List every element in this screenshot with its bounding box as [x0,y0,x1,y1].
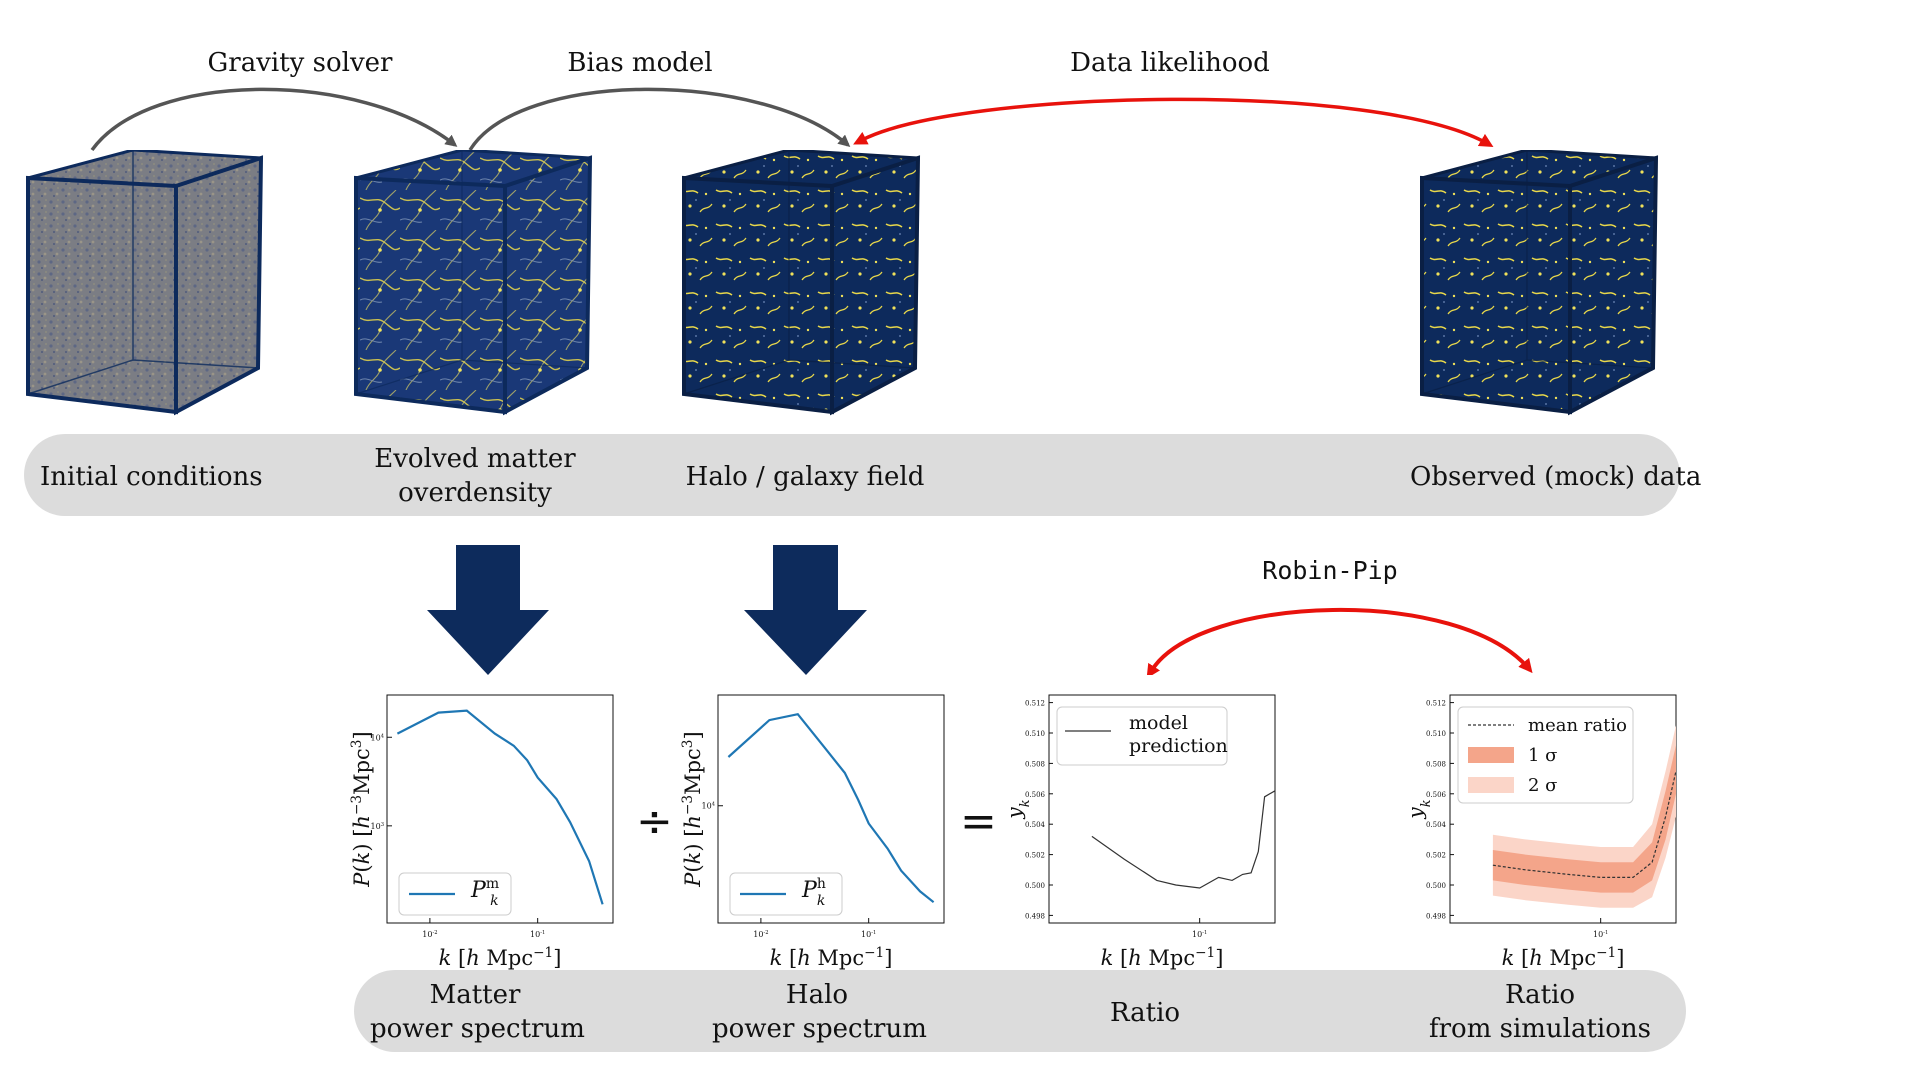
xtick-label-0-1: 10-1 [530,930,545,939]
xlabel-3: k [h Mpc−1] [1502,945,1625,970]
ytick-label-3-2: 0.508 [1426,760,1446,768]
ytick-label-3-1: 0.510 [1426,730,1446,738]
xlabel-0: k [h Mpc−1] [439,945,562,970]
field-observed-line1: Observed (mock) data [1410,462,1702,492]
field-label-initial: Initial conditions [40,460,263,494]
legend-1sigma-swatch [1468,747,1514,763]
field-label-evolved: Evolved matter overdensity [360,442,590,510]
robin-pip-label: Robin-Pip [1262,556,1398,585]
legend-label-1: Ph k [801,876,826,909]
cube-halo-field [682,150,921,416]
summary-halo-line2: power spectrum [712,1014,927,1044]
legend-label-2b: prediction [1129,735,1228,757]
field-halo-line1: Halo / galaxy field [685,462,925,492]
series-line-0 [396,709,604,905]
ytick-label-2-6: 0.500 [1025,882,1045,890]
legend-label-mean: mean ratio [1528,715,1627,736]
ytick-label-3-3: 0.506 [1426,791,1447,799]
bias-model-label: Bias model [567,48,713,78]
summaries-pill [354,970,1686,1052]
summary-ratio-sims-line2: from simulations [1428,1014,1651,1044]
field-label-observed: Observed (mock) data [1410,460,1702,494]
legend-box-2 [1056,706,1228,766]
fields-pill [24,434,1680,516]
legend-label-2a: model [1129,712,1188,734]
top-arrows [90,87,1494,152]
summary-ratio-sims: Ratio from simulations [1420,978,1660,1046]
ytick-label-0-0: 104 [371,733,385,742]
summary-matter-line2: power spectrum [370,1014,585,1044]
ytick-label-2-3: 0.506 [1025,791,1046,799]
xtick-label-1-0: 10-2 [753,930,768,939]
gravity-solver-arrow [90,87,458,152]
bias-model-arrow [468,87,851,151]
ytick-label-0-1: 103 [371,822,385,831]
down-arrows [427,545,1533,675]
gravity-solver-label: Gravity solver [207,48,393,78]
legend-2sigma-swatch [1468,777,1514,793]
ylabel-0: P(k) [h−3Mpc3] [349,731,374,887]
summary-matter: Matter power spectrum [370,978,585,1046]
cubes [26,150,1659,416]
legend-label-1sigma: 1 σ [1528,745,1557,766]
ytick-label-2-4: 0.504 [1025,821,1046,829]
summary-halo-line1: Halo [785,980,849,1010]
summary-ratio-sims-line1: Ratio [1504,980,1576,1010]
summary-ratio: Ratio [1045,996,1245,1030]
field-evolved-line2: overdensity [398,478,552,508]
legend-label-0: Pm k [470,876,499,909]
cube-observed-data [1420,150,1659,416]
ytick-label-2-1: 0.510 [1025,730,1045,738]
field-initial-line1: Initial conditions [40,462,263,492]
down-arrow-halo [744,545,867,675]
series-line-1 [727,712,935,904]
summary-ratio-line1: Ratio [1109,998,1181,1028]
xlabel-1: k [h Mpc−1] [770,945,893,970]
model-prediction-line [1091,790,1276,889]
ytick-label-2-7: 0.498 [1025,912,1045,920]
divide-operator: ÷ [636,796,673,847]
band-1sigma [1492,745,1676,893]
ytick-label-2-5: 0.502 [1025,852,1045,860]
legend-label-2sigma: 2 σ [1528,775,1557,796]
ytick-label-3-4: 0.504 [1426,821,1447,829]
ytick-label-3-5: 0.502 [1426,852,1446,860]
robin-pip-arrow [1146,608,1533,675]
ytick-label-1-0: 104 [702,802,716,811]
xtick-label-0-0: 10-2 [422,930,437,939]
ytick-label-3-7: 0.498 [1426,912,1446,920]
ylabel-2: yk [1002,799,1033,819]
plots: 10-2 10-1 104 103 k [h Mpc−1] P(k) [h−3Mpc3] P… [349,694,1677,970]
xlabel-2: k [h Mpc−1] [1101,945,1224,970]
xtick-label-2-0: 10-1 [1192,930,1207,939]
data-likelihood-arrow [853,97,1494,148]
xtick-label-3-0: 10-1 [1593,930,1608,939]
ytick-label-3-0: 0.512 [1426,700,1446,708]
summary-matter-line1: Matter [429,980,521,1010]
down-arrow-matter [427,545,549,675]
cube-initial-conditions [26,150,264,416]
ytick-label-2-0: 0.512 [1025,700,1045,708]
field-evolved-line1: Evolved matter [374,444,576,474]
summary-halo: Halo power spectrum [712,978,927,1046]
field-label-halo: Halo / galaxy field [680,460,930,494]
ylabel-3: yk [1403,799,1434,819]
ytick-label-3-6: 0.500 [1426,882,1446,890]
cube-evolved-matter [354,150,593,416]
xtick-label-1-1: 10-1 [861,930,876,939]
equals-operator: = [960,796,997,847]
ylabel-1: P(k) [h−3Mpc3] [680,731,705,887]
ytick-label-2-2: 0.508 [1025,760,1045,768]
data-likelihood-label: Data likelihood [1070,48,1270,78]
